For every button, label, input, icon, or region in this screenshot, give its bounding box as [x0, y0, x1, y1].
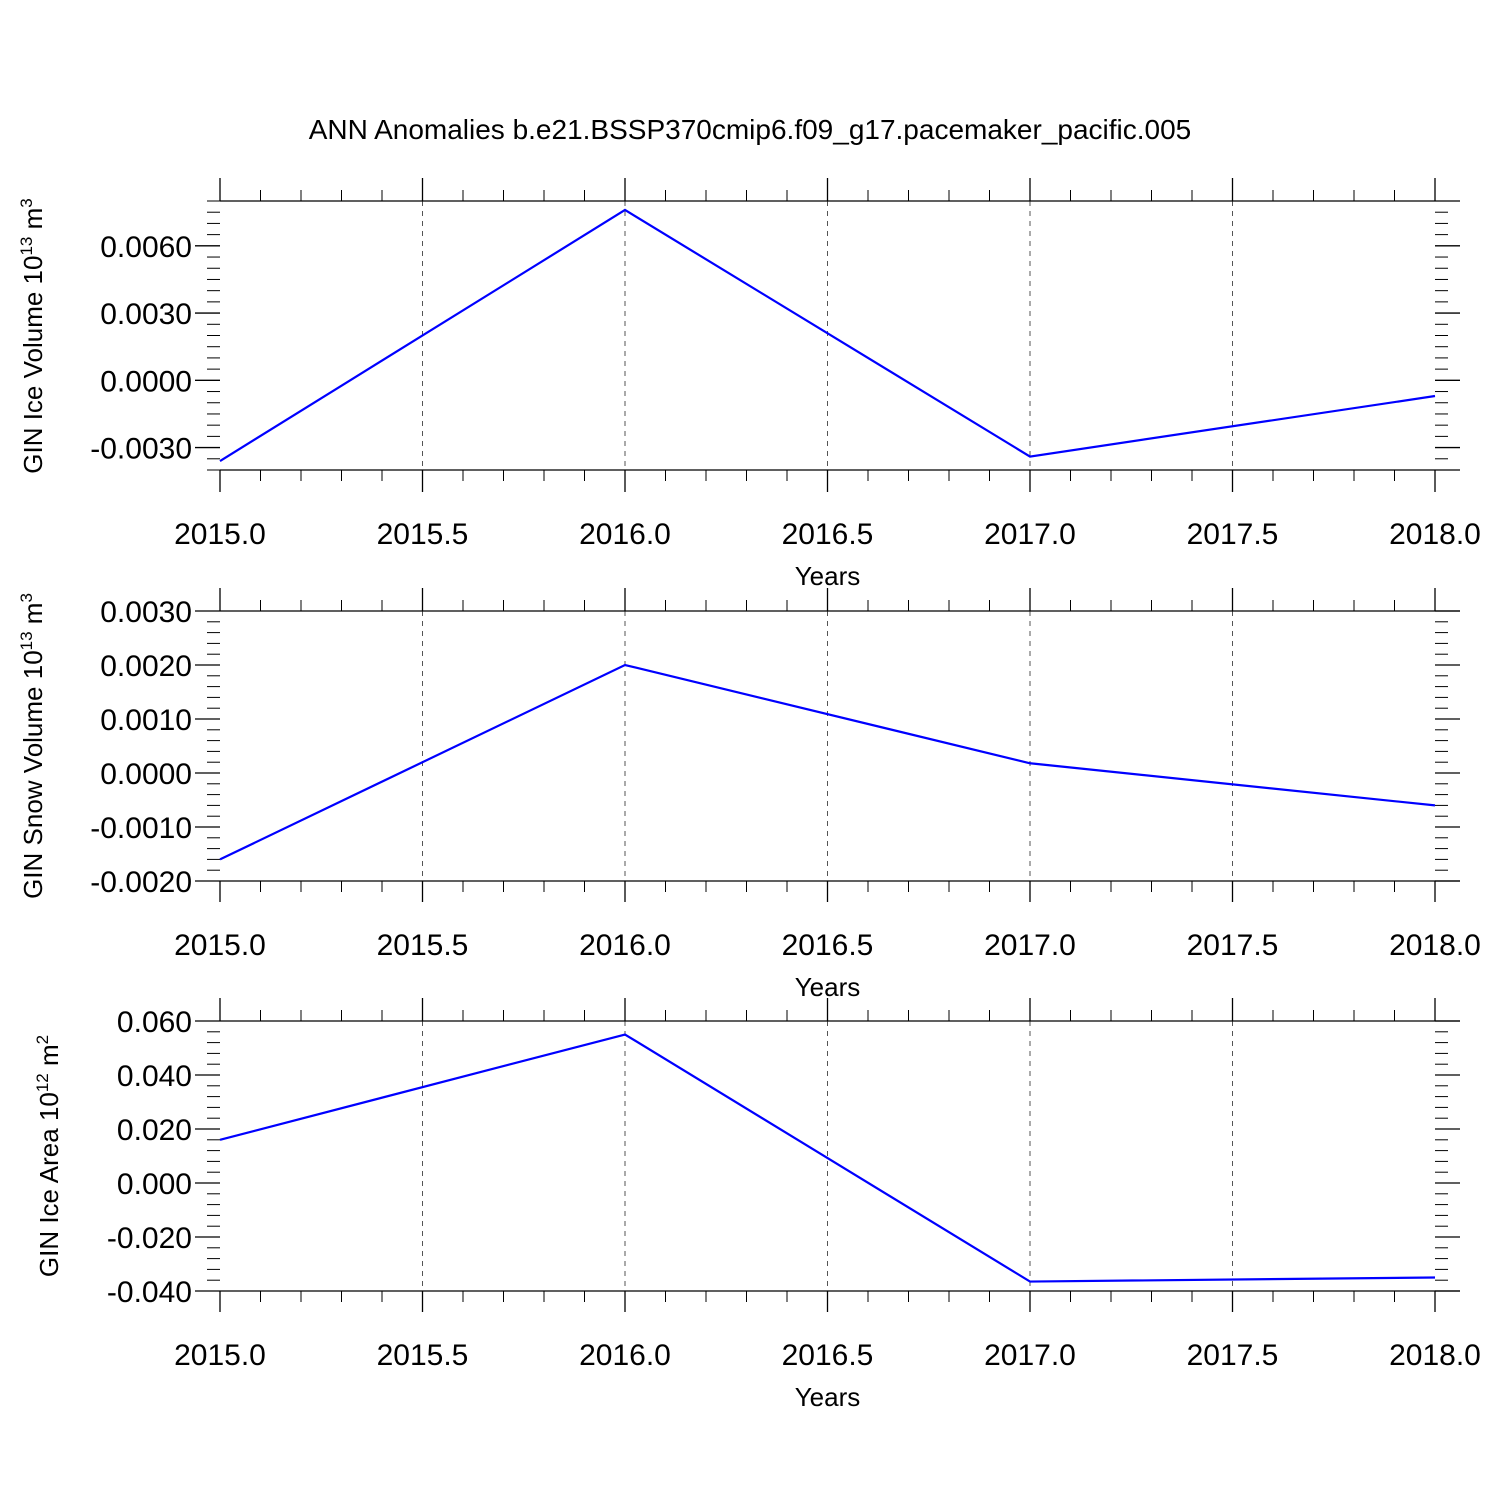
y-tick-label: 0.0020: [100, 650, 192, 683]
y-tick-label: 0.0030: [100, 596, 192, 629]
x-tick-label: 2017.0: [984, 1339, 1076, 1372]
x-tick-label: 2015.0: [174, 518, 266, 551]
x-tick-label: 2017.0: [984, 929, 1076, 962]
panel-2: -0.0020 -0.0010 0.0000 0.0010 0.0020 0.0030 20…: [17, 588, 1481, 1002]
x-tick-label: 2016.5: [782, 518, 874, 551]
panel-3: -0.040 -0.020 0.000 0.020 0.040 0.060 2015.0 20…: [33, 998, 1481, 1412]
x-tick-label: 2015.5: [377, 1339, 469, 1372]
series-line: [219, 663, 1436, 861]
y-tick-label: -0.020: [107, 1222, 192, 1255]
x-tick-label: 2016.0: [579, 1339, 671, 1372]
x-tick-label: 2015.5: [377, 929, 469, 962]
x-tick-label: 2018.0: [1389, 1339, 1481, 1372]
x-axis-label: Years: [795, 972, 861, 1002]
x-tick-label: 2017.5: [1187, 1339, 1279, 1372]
y-tick-label: -0.0030: [90, 433, 192, 466]
panel-1: -0.0030 0.0000 0.0030 0.0060 2015.0 2015.5 201…: [17, 178, 1481, 591]
x-tick-label: 2018.0: [1389, 929, 1481, 962]
series-line: [219, 1033, 1436, 1283]
x-axis-label: Years: [795, 561, 861, 591]
x-tick-label: 2016.5: [782, 929, 874, 962]
y-tick-label: 0.0000: [100, 758, 192, 791]
y-tick-label: 0.000: [117, 1168, 192, 1201]
x-tick-label: 2017.5: [1187, 518, 1279, 551]
y-tick-label: 0.060: [117, 1006, 192, 1039]
series-line: [219, 208, 1436, 462]
y-tick-label: 0.0060: [100, 231, 192, 264]
y-tick-label: 0.0000: [100, 365, 192, 398]
x-tick-label: 2015.0: [174, 1339, 266, 1372]
y-tick-label: -0.0010: [90, 812, 192, 845]
y-tick-label: -0.0020: [90, 866, 192, 899]
y-axis-label: GIN Ice Volume 1013 m3: [17, 198, 48, 474]
x-axis-label: Years: [795, 1382, 861, 1412]
y-axis-label: GIN Ice Area 1012 m2: [33, 1035, 64, 1277]
x-tick-label: 2016.0: [579, 929, 671, 962]
y-tick-label: 0.0010: [100, 704, 192, 737]
y-tick-label: -0.040: [107, 1276, 192, 1309]
panels-group: -0.0030 0.0000 0.0030 0.0060 2015.0 2015.5 201…: [17, 178, 1481, 1412]
x-tick-label: 2016.5: [782, 1339, 874, 1372]
y-tick-label: 0.0030: [100, 298, 192, 331]
x-tick-label: 2015.0: [174, 929, 266, 962]
y-tick-label: 0.020: [117, 1114, 192, 1147]
x-tick-label: 2015.5: [377, 518, 469, 551]
x-tick-label: 2018.0: [1389, 518, 1481, 551]
y-tick-label: 0.040: [117, 1060, 192, 1093]
x-tick-label: 2017.0: [984, 518, 1076, 551]
x-tick-label: 2016.0: [579, 518, 671, 551]
chart-title: ANN Anomalies b.e21.BSSP370cmip6.f09_g17…: [309, 114, 1192, 145]
y-axis-label: GIN Snow Volume 1013 m3: [17, 593, 48, 899]
x-tick-label: 2017.5: [1187, 929, 1279, 962]
